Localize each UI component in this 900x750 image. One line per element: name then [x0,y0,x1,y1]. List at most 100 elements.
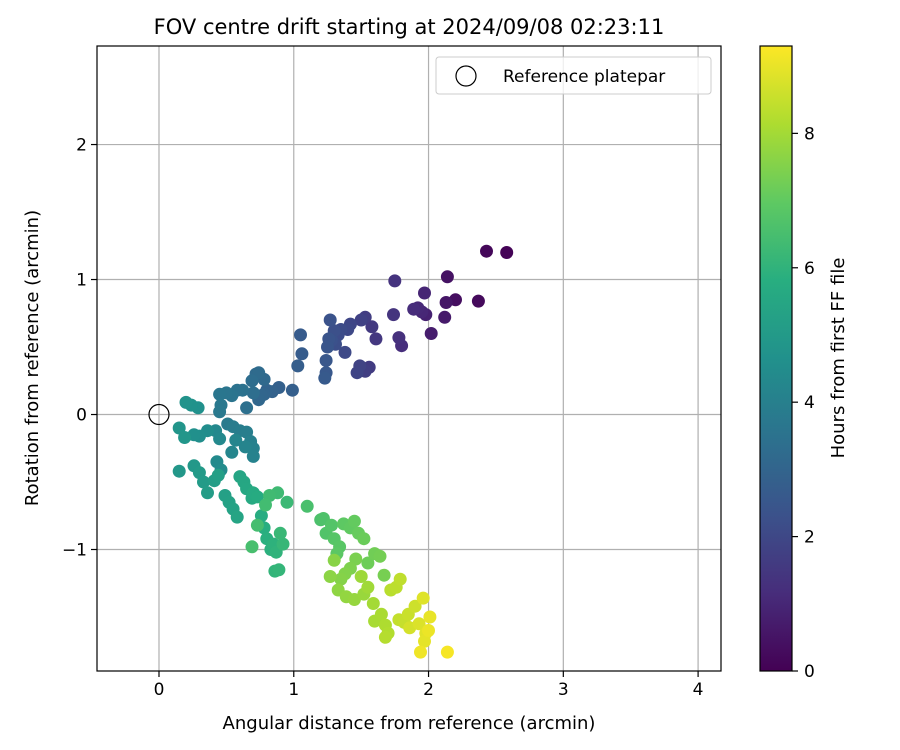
data-point [377,568,391,582]
data-point [213,405,227,419]
data-point [366,597,380,610]
colorbar-label: Hours from first FF file [828,258,849,459]
data-point [369,332,383,346]
data-point [240,401,254,415]
data-point [422,624,435,637]
x-tick-label: 2 [423,680,434,700]
data-point [201,486,214,500]
data-point [300,499,314,513]
data-point [291,359,305,373]
x-axis-label: Angular distance from reference (arcmin) [223,713,596,734]
data-point [250,518,264,532]
data-point [439,296,453,309]
legend-label-reference: Reference platepar [503,67,665,87]
y-axis-label: Rotation from reference (arcmin) [22,210,43,506]
data-point [365,320,379,334]
data-point [172,464,186,478]
data-point [211,468,225,482]
data-point [246,449,260,463]
data-point [178,431,192,444]
data-point [327,553,341,567]
data-point [230,510,244,524]
data-point [259,498,272,512]
data-point [347,593,361,606]
data-point [500,246,514,259]
data-point [319,354,333,367]
data-point [172,421,186,435]
data-point [387,308,400,322]
colorbar-tick-label: 4 [804,393,815,413]
x-tick-label: 0 [154,680,165,700]
data-point [374,607,388,621]
data-point [350,366,364,380]
data-point [294,328,307,342]
data-point [250,490,264,504]
data-point [440,270,454,284]
data-point [378,630,392,644]
data-point [273,526,287,540]
data-points [172,244,514,659]
data-point [416,591,430,605]
data-point [414,645,427,659]
data-point [238,440,252,454]
data-point [245,374,259,388]
data-point [197,475,210,489]
data-point [480,244,493,258]
reference-marker-group [148,403,170,426]
data-point [295,347,309,361]
data-point [418,286,431,300]
data-point [246,386,260,400]
data-point [440,645,454,659]
data-point [423,610,437,624]
data-point [392,331,406,345]
data-point [373,549,387,563]
plot-frame [96,45,722,672]
data-point [334,572,348,586]
legend-box [435,56,712,95]
data-point [323,313,337,327]
colorbar-gradient [760,46,792,671]
data-point [418,634,431,648]
data-point [438,310,452,324]
grid [97,46,721,671]
data-point [338,345,352,359]
data-point [361,580,375,594]
data-point [349,552,363,566]
plot-area [97,46,721,671]
data-point [347,514,361,528]
data-point [388,274,402,288]
data-point [407,302,421,316]
data-point [354,313,368,327]
legend-reference-marker [455,65,477,87]
chart-title: FOV centre drift starting at 2024/09/08 … [154,15,665,39]
data-point [213,387,227,401]
y-tick-label: 1 [76,271,87,291]
data-point [245,540,259,554]
data-point [280,495,294,509]
data-point [323,570,337,583]
data-point [412,617,426,631]
y-tick-label: 2 [76,136,87,156]
data-point [213,432,227,446]
data-point [408,599,422,613]
y-tick-label: 0 [76,406,87,426]
data-point [318,371,332,385]
data-point [471,294,485,308]
data-point [272,563,286,577]
data-point [361,556,375,570]
colorbar-tick-label: 8 [804,124,815,144]
x-tick-label: 4 [693,680,704,700]
colorbar-tick-label: 0 [804,662,815,682]
colorbar: 0 2 4 6 8 Hours from first FF file [759,45,849,682]
reference-platepar-marker [148,403,170,426]
legend: Reference platepar [435,56,712,95]
data-point [179,395,193,409]
y-axis-ticks: −1 0 1 2 [62,136,97,561]
colorbar-frame [759,45,793,672]
data-point [229,433,243,447]
data-point [354,570,368,583]
x-tick-label: 1 [288,680,299,700]
data-point [424,327,438,340]
data-point [285,383,299,397]
